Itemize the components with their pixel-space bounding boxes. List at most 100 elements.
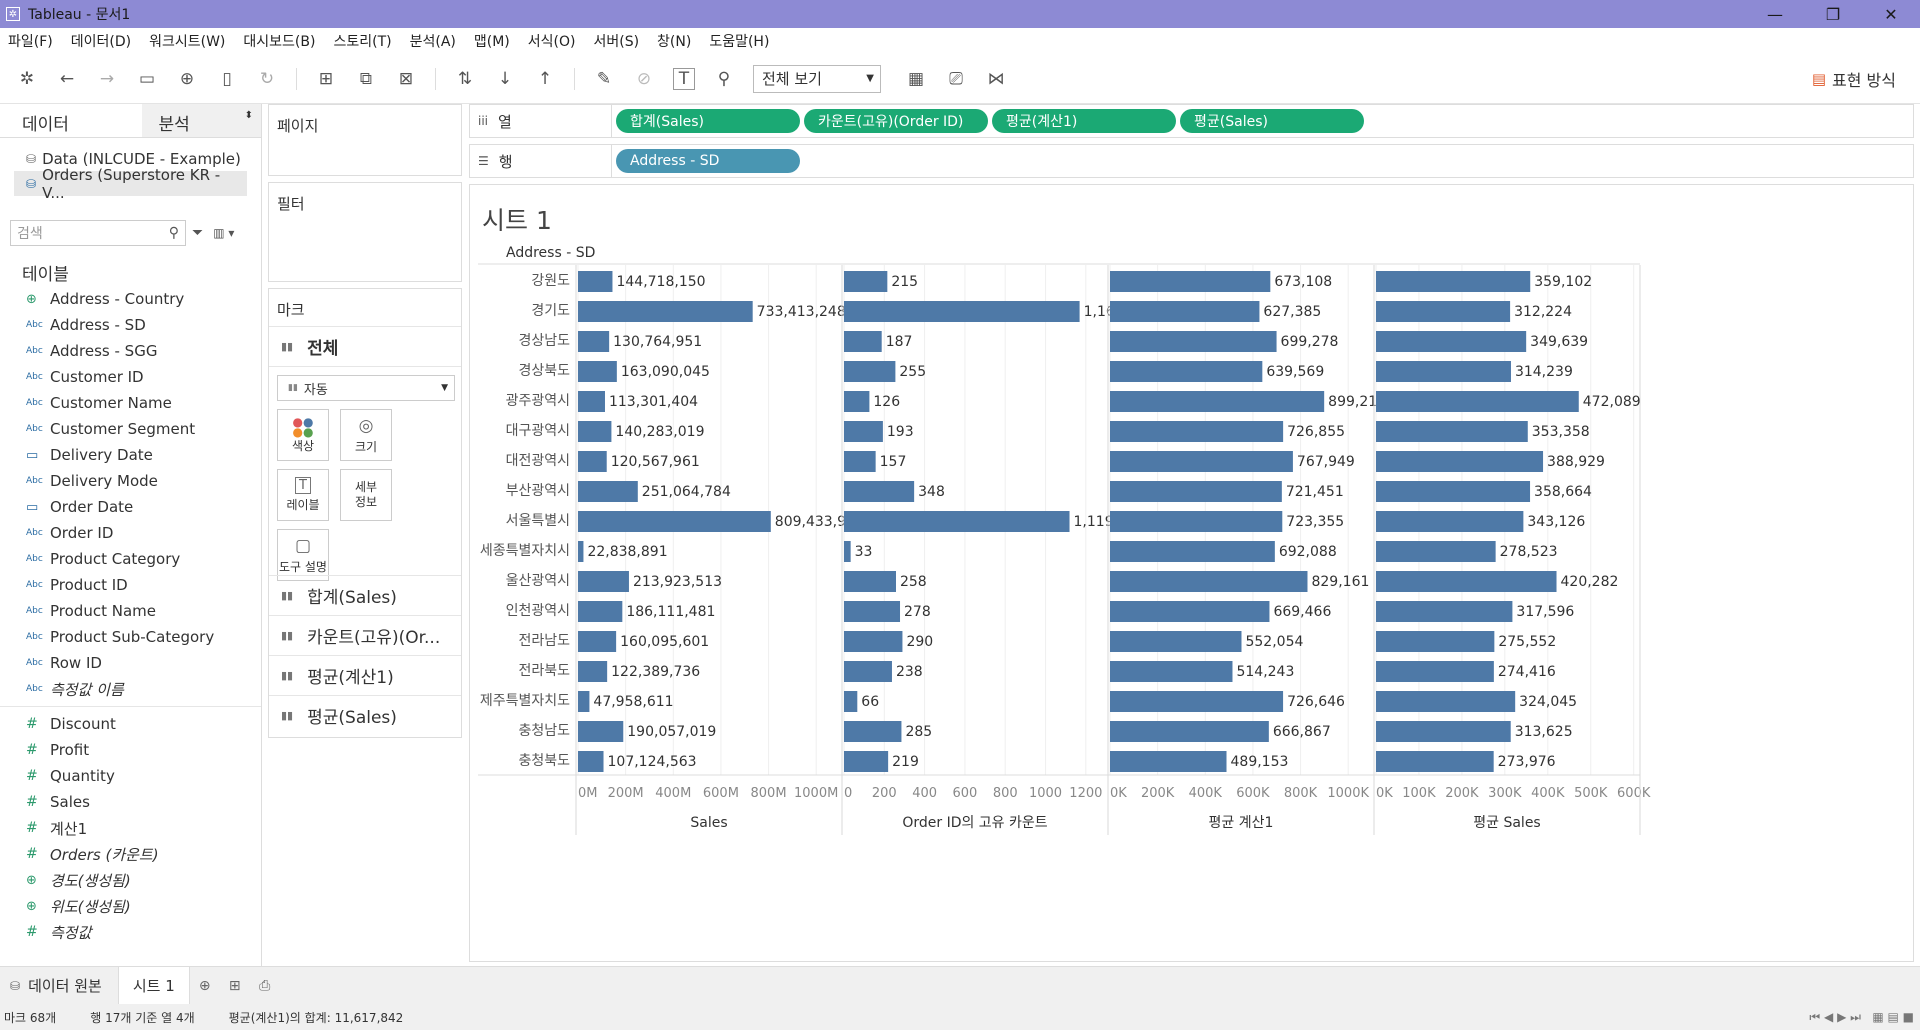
bar	[1110, 571, 1308, 592]
show-cards-icon[interactable]: ▦	[907, 68, 925, 89]
rows-shelf[interactable]: ☰ 행 Address - SD	[469, 144, 1914, 178]
field-item[interactable]: Abc Product Sub-Category	[0, 624, 261, 650]
undo-icon[interactable]: ←	[59, 68, 75, 89]
minimize-button[interactable]: —	[1767, 4, 1783, 24]
bar-value-label: 699,278	[1281, 334, 1339, 350]
share-icon[interactable]: ⋈	[987, 68, 1005, 89]
menu-analysis[interactable]: 분석(A)	[409, 34, 456, 50]
fit-view-select[interactable]: 전체 보기 ▼	[753, 64, 881, 93]
new-datasource-icon[interactable]: ⊕	[179, 68, 195, 89]
menu-help[interactable]: 도움말(H)	[709, 34, 770, 50]
tab-analysis[interactable]: 분석 ⬍	[142, 104, 261, 137]
show-labels-icon[interactable]: T	[673, 67, 695, 90]
maximize-button[interactable]: ❐	[1825, 4, 1841, 24]
column-pill[interactable]: 카운트(고유)(Order ID)	[804, 109, 988, 133]
swap-rows-columns-icon[interactable]: ⇅	[457, 68, 473, 89]
view-options-icon[interactable]: ▥ ▾	[213, 226, 235, 240]
field-item[interactable]: # Discount	[0, 711, 261, 737]
field-item[interactable]: # Orders (카운트)	[0, 841, 261, 867]
marks-tab-measure[interactable]: ▮▮ 평균(계산1)	[269, 655, 461, 695]
tab-data[interactable]: 데이터	[22, 115, 69, 135]
pages-card[interactable]: 페이지	[268, 104, 462, 176]
tooltip-button[interactable]: ▢ 도구 설명	[277, 529, 329, 581]
menu-file[interactable]: 파일(F)	[8, 34, 53, 50]
bar	[1376, 661, 1494, 682]
pin-axes-icon[interactable]: ⚲	[717, 68, 731, 89]
field-item[interactable]: # Quantity	[0, 763, 261, 789]
field-item[interactable]: ▭ Delivery Date	[0, 442, 261, 468]
marks-tab-all[interactable]: ▮▮ 전체	[269, 327, 461, 367]
duplicate-sheet-icon[interactable]: ⧉	[359, 68, 373, 89]
show-me-button[interactable]: ▤ 표현 방식	[1812, 67, 1896, 91]
bar-value-label: 723,355	[1286, 514, 1344, 530]
field-item[interactable]: ⊕ Address - Country	[0, 286, 261, 312]
pause-updates-icon[interactable]: ▯	[222, 68, 232, 89]
field-item[interactable]: Abc Address - SGG	[0, 338, 261, 364]
field-item[interactable]: # 계산1	[0, 815, 261, 841]
field-item[interactable]: ⊕ 경도(생성됨)	[0, 867, 261, 893]
marks-tab-measure[interactable]: ▮▮ 합계(Sales)	[269, 575, 461, 615]
marks-tab-measure[interactable]: ▮▮ 카운트(고유)(Or...	[269, 615, 461, 655]
marks-tab-measure[interactable]: ▮▮ 평균(Sales)	[269, 695, 461, 735]
size-button[interactable]: ◎ 크기	[340, 409, 392, 461]
menu-data[interactable]: 데이터(D)	[70, 34, 132, 50]
menu-worksheet[interactable]: 워크시트(W)	[149, 34, 226, 50]
tab-data-source[interactable]: ⛁ 데이터 원본	[0, 967, 118, 1005]
field-item[interactable]: Abc Row ID	[0, 650, 261, 676]
clear-sheet-icon[interactable]: ⊠	[398, 68, 414, 89]
search-input[interactable]: 검색 ⚲	[10, 220, 186, 246]
field-item[interactable]: Abc Address - SD	[0, 312, 261, 338]
column-pill[interactable]: 평균(Sales)	[1180, 109, 1364, 133]
field-name: 측정값 이름	[50, 680, 124, 699]
menu-dashboard[interactable]: 대시보드(B)	[243, 34, 316, 50]
datasource-item-selected[interactable]: ⛁ Orders (Superstore KR - V...	[14, 166, 247, 202]
save-icon[interactable]: ▭	[138, 68, 156, 89]
field-item[interactable]: Abc Delivery Mode	[0, 468, 261, 494]
close-button[interactable]: ✕	[1884, 4, 1898, 24]
columns-shelf[interactable]: iii 열 합계(Sales) 카운트(고유)(Order ID) 평균(계산1)…	[469, 104, 1914, 138]
row-pill[interactable]: Address - SD	[616, 149, 800, 173]
new-sheet-icon[interactable]: ⊕	[198, 977, 211, 994]
mark-type-dropdown[interactable]: ▮▮ 자동 ▼	[277, 375, 455, 401]
presentation-mode-icon[interactable]: ⎚	[949, 68, 963, 89]
filter-icon[interactable]: ⏷	[192, 225, 204, 241]
bar	[578, 361, 617, 382]
filters-card[interactable]: 필터	[268, 182, 462, 282]
field-item[interactable]: # Sales	[0, 789, 261, 815]
menu-server[interactable]: 서버(S)	[593, 34, 640, 50]
field-item[interactable]: Abc Order ID	[0, 520, 261, 546]
new-story-icon[interactable]: ⎙	[259, 977, 271, 994]
field-item[interactable]: # Profit	[0, 737, 261, 763]
tableau-home-icon[interactable]: ✲	[19, 68, 35, 89]
sort-descending-icon[interactable]: ↑	[537, 68, 553, 89]
sort-ascending-icon[interactable]: ↓	[497, 68, 513, 89]
label-button[interactable]: T 레이블	[277, 469, 329, 521]
group-icon[interactable]: ⊘	[636, 68, 652, 89]
refresh-icon[interactable]: ↻	[259, 68, 275, 89]
menu-story[interactable]: 스토리(T)	[333, 34, 392, 50]
status-navigation-icon[interactable]: ⏮ ◀ ▶ ⏭ ▦ ▤ ■	[1809, 1009, 1914, 1024]
field-item[interactable]: ⊕ 위도(생성됨)	[0, 893, 261, 919]
new-dashboard-icon[interactable]: ⊞	[228, 977, 241, 994]
field-item[interactable]: Abc 측정값 이름	[0, 676, 261, 702]
color-button[interactable]: ●● ●● 색상	[277, 409, 329, 461]
new-worksheet-icon[interactable]: ⊞	[318, 68, 334, 89]
tab-sheet-1[interactable]: 시트 1	[117, 966, 190, 1005]
field-item[interactable]: Abc Customer Name	[0, 390, 261, 416]
datasource-item[interactable]: ⛁ Data (INLCUDE - Example)	[0, 146, 261, 171]
column-pill[interactable]: 평균(계산1)	[992, 109, 1176, 133]
field-item[interactable]: # 측정값	[0, 919, 261, 945]
redo-icon[interactable]: →	[99, 68, 115, 89]
detail-button[interactable]: 세부 정보	[340, 469, 392, 521]
highlight-icon[interactable]: ✎	[596, 68, 612, 89]
field-item[interactable]: Abc Product Name	[0, 598, 261, 624]
field-item[interactable]: Abc Customer ID	[0, 364, 261, 390]
field-item[interactable]: ▭ Order Date	[0, 494, 261, 520]
field-item[interactable]: Abc Product Category	[0, 546, 261, 572]
menu-map[interactable]: 맵(M)	[473, 34, 510, 50]
menu-window[interactable]: 창(N)	[657, 34, 692, 50]
column-pill[interactable]: 합계(Sales)	[616, 109, 800, 133]
field-item[interactable]: Abc Customer Segment	[0, 416, 261, 442]
menu-format[interactable]: 서식(O)	[527, 34, 576, 50]
field-item[interactable]: Abc Product ID	[0, 572, 261, 598]
